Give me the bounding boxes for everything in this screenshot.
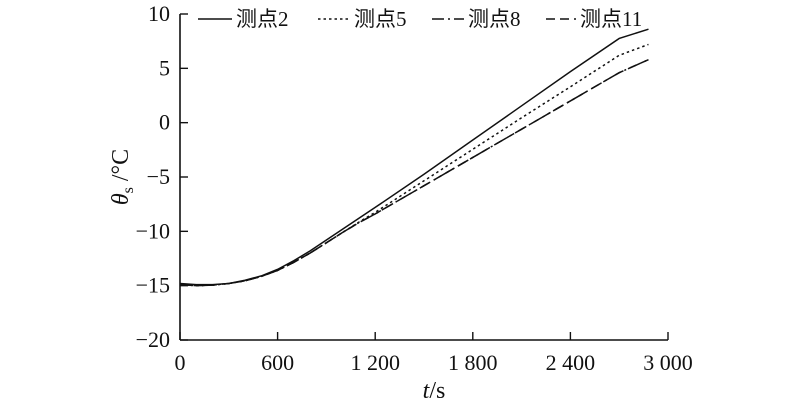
y-axis-title: θs /°C [108,149,137,205]
legend-label: 测点8 [468,7,521,31]
x-tick-label: 1 800 [448,350,498,375]
legend-label: 测点2 [236,7,289,31]
x-tick-label: 2 400 [546,350,596,375]
legend-label: 测点11 [580,7,642,31]
x-tick-label: 0 [175,350,186,375]
y-tick-label: 5 [159,55,170,80]
y-tick-label: 10 [148,1,170,26]
series-line [179,58,649,287]
axes: −20 −15 −10 −5 0 5 10 0 600 1 200 1 800 2 400 3 000 [136,1,693,375]
legend: 测点2 测点5 测点8 测点11 [198,7,642,31]
legend-item: 测点8 [432,7,521,31]
legend-label: 测点5 [354,7,407,31]
legend-item: 测点5 [318,7,407,31]
y-tick-label: −10 [136,218,170,243]
y-tick-label: 0 [159,110,170,135]
series-line [179,58,649,287]
x-tick-label: 1 200 [350,350,400,375]
series-layer [179,28,649,287]
series-line [179,43,649,287]
x-axis-title: t/s [423,378,446,404]
y-tick-label: −20 [136,327,170,352]
legend-item: 测点11 [546,7,642,31]
axis-titles: t/s θs /°C [108,149,445,404]
y-tick-label: −15 [136,273,170,298]
y-tick-label: −5 [147,164,170,189]
legend-item: 测点2 [198,7,289,31]
x-tick-label: 3 000 [643,350,693,375]
x-tick-label: 600 [261,350,294,375]
series-line [179,28,649,286]
